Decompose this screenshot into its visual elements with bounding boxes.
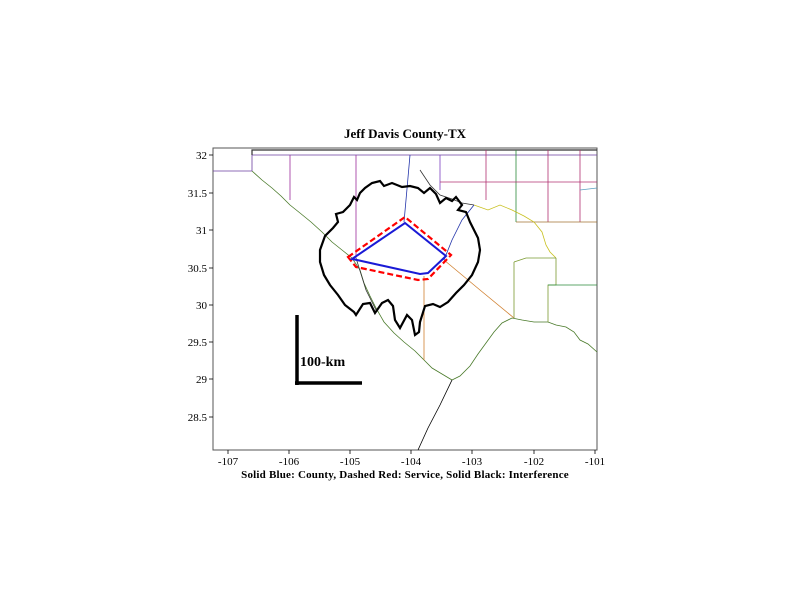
scale-bar-label: 100-km xyxy=(300,355,345,370)
y-tick-label: 32 xyxy=(196,150,207,162)
y-tick-label: 30 xyxy=(196,300,208,312)
x-axis: -107 -106 -105 -104 -103 -102 -101 xyxy=(218,450,605,468)
plot-frame xyxy=(212,147,598,451)
x-tick-label: -101 xyxy=(585,456,605,468)
y-tick-label: 31.5 xyxy=(188,188,208,200)
county-line xyxy=(579,187,598,191)
pecos-river xyxy=(473,204,557,259)
x-tick-label: -107 xyxy=(218,456,239,468)
county-line xyxy=(419,169,475,206)
legend-caption: Solid Blue: County, Dashed Red: Service,… xyxy=(241,469,569,481)
scale-bar: 100-km xyxy=(295,315,362,385)
y-axis: 32 31.5 31 30.5 30 29.5 29 28.5 xyxy=(188,150,213,424)
map-title: Jeff Davis County-TX xyxy=(343,126,467,141)
y-tick-label: 29 xyxy=(196,374,208,386)
service-contour xyxy=(346,215,453,282)
interference-contour xyxy=(318,179,482,337)
county-line xyxy=(513,257,556,263)
highway-line xyxy=(417,379,453,451)
y-tick-label: 28.5 xyxy=(188,412,208,424)
x-tick-label: -106 xyxy=(279,456,300,468)
x-tick-label: -105 xyxy=(340,456,361,468)
county-line xyxy=(443,259,515,319)
county-boundary xyxy=(349,221,448,276)
state-boundary-north xyxy=(213,154,597,172)
x-tick-label: -104 xyxy=(401,456,422,468)
county-line xyxy=(403,154,411,223)
y-tick-label: 30.5 xyxy=(188,263,208,275)
county-line xyxy=(355,257,377,311)
base-map-lines xyxy=(213,149,598,451)
county-line xyxy=(443,204,475,261)
y-tick-label: 29.5 xyxy=(188,337,208,349)
x-tick-label: -103 xyxy=(462,456,483,468)
rio-grande-border xyxy=(251,170,598,381)
y-tick-label: 31 xyxy=(196,225,207,237)
nm-border-segment xyxy=(251,149,597,155)
county-line xyxy=(547,258,557,322)
x-tick-label: -102 xyxy=(524,456,544,468)
